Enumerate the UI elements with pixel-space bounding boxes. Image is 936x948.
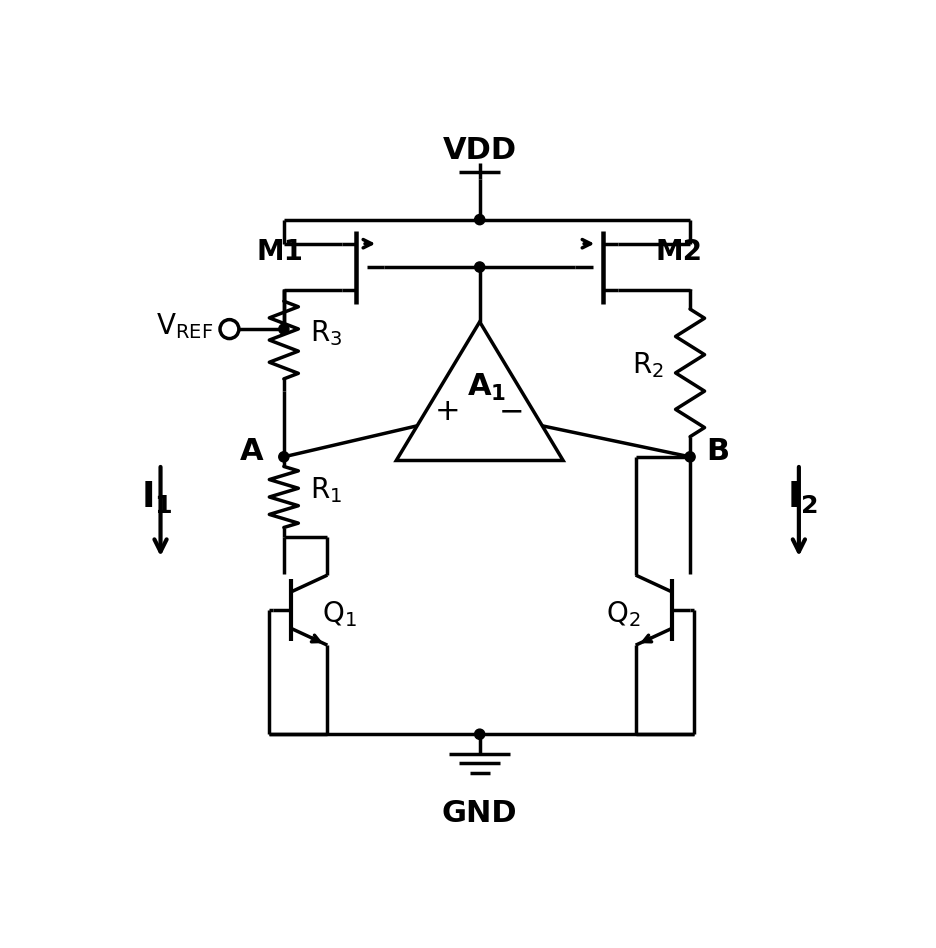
Text: M2: M2 [656, 239, 703, 266]
Circle shape [279, 452, 289, 462]
Circle shape [475, 262, 485, 272]
Circle shape [475, 729, 485, 739]
Text: A: A [240, 436, 264, 465]
Text: $\mathregular{I_2}$: $\mathregular{I_2}$ [787, 479, 818, 515]
Text: $\mathregular{V_{REF}}$: $\mathregular{V_{REF}}$ [156, 311, 213, 341]
Text: M1: M1 [256, 239, 303, 266]
Text: $\mathregular{R_3}$: $\mathregular{R_3}$ [310, 318, 343, 348]
Text: $\mathregular{R_1}$: $\mathregular{R_1}$ [310, 475, 343, 504]
Text: $\mathregular{A_1}$: $\mathregular{A_1}$ [467, 372, 506, 403]
Text: GND: GND [442, 798, 518, 828]
Circle shape [685, 452, 695, 462]
Text: −: − [499, 397, 524, 427]
Text: $\mathregular{I_1}$: $\mathregular{I_1}$ [141, 479, 173, 515]
Text: VDD: VDD [443, 136, 517, 165]
Circle shape [475, 214, 485, 225]
Circle shape [279, 324, 289, 335]
Text: $\mathregular{Q_2}$: $\mathregular{Q_2}$ [607, 599, 641, 629]
Text: $\mathregular{Q_1}$: $\mathregular{Q_1}$ [322, 599, 357, 629]
Text: +: + [435, 397, 461, 427]
Text: $\mathregular{R_2}$: $\mathregular{R_2}$ [632, 351, 664, 380]
Text: B: B [706, 436, 729, 465]
